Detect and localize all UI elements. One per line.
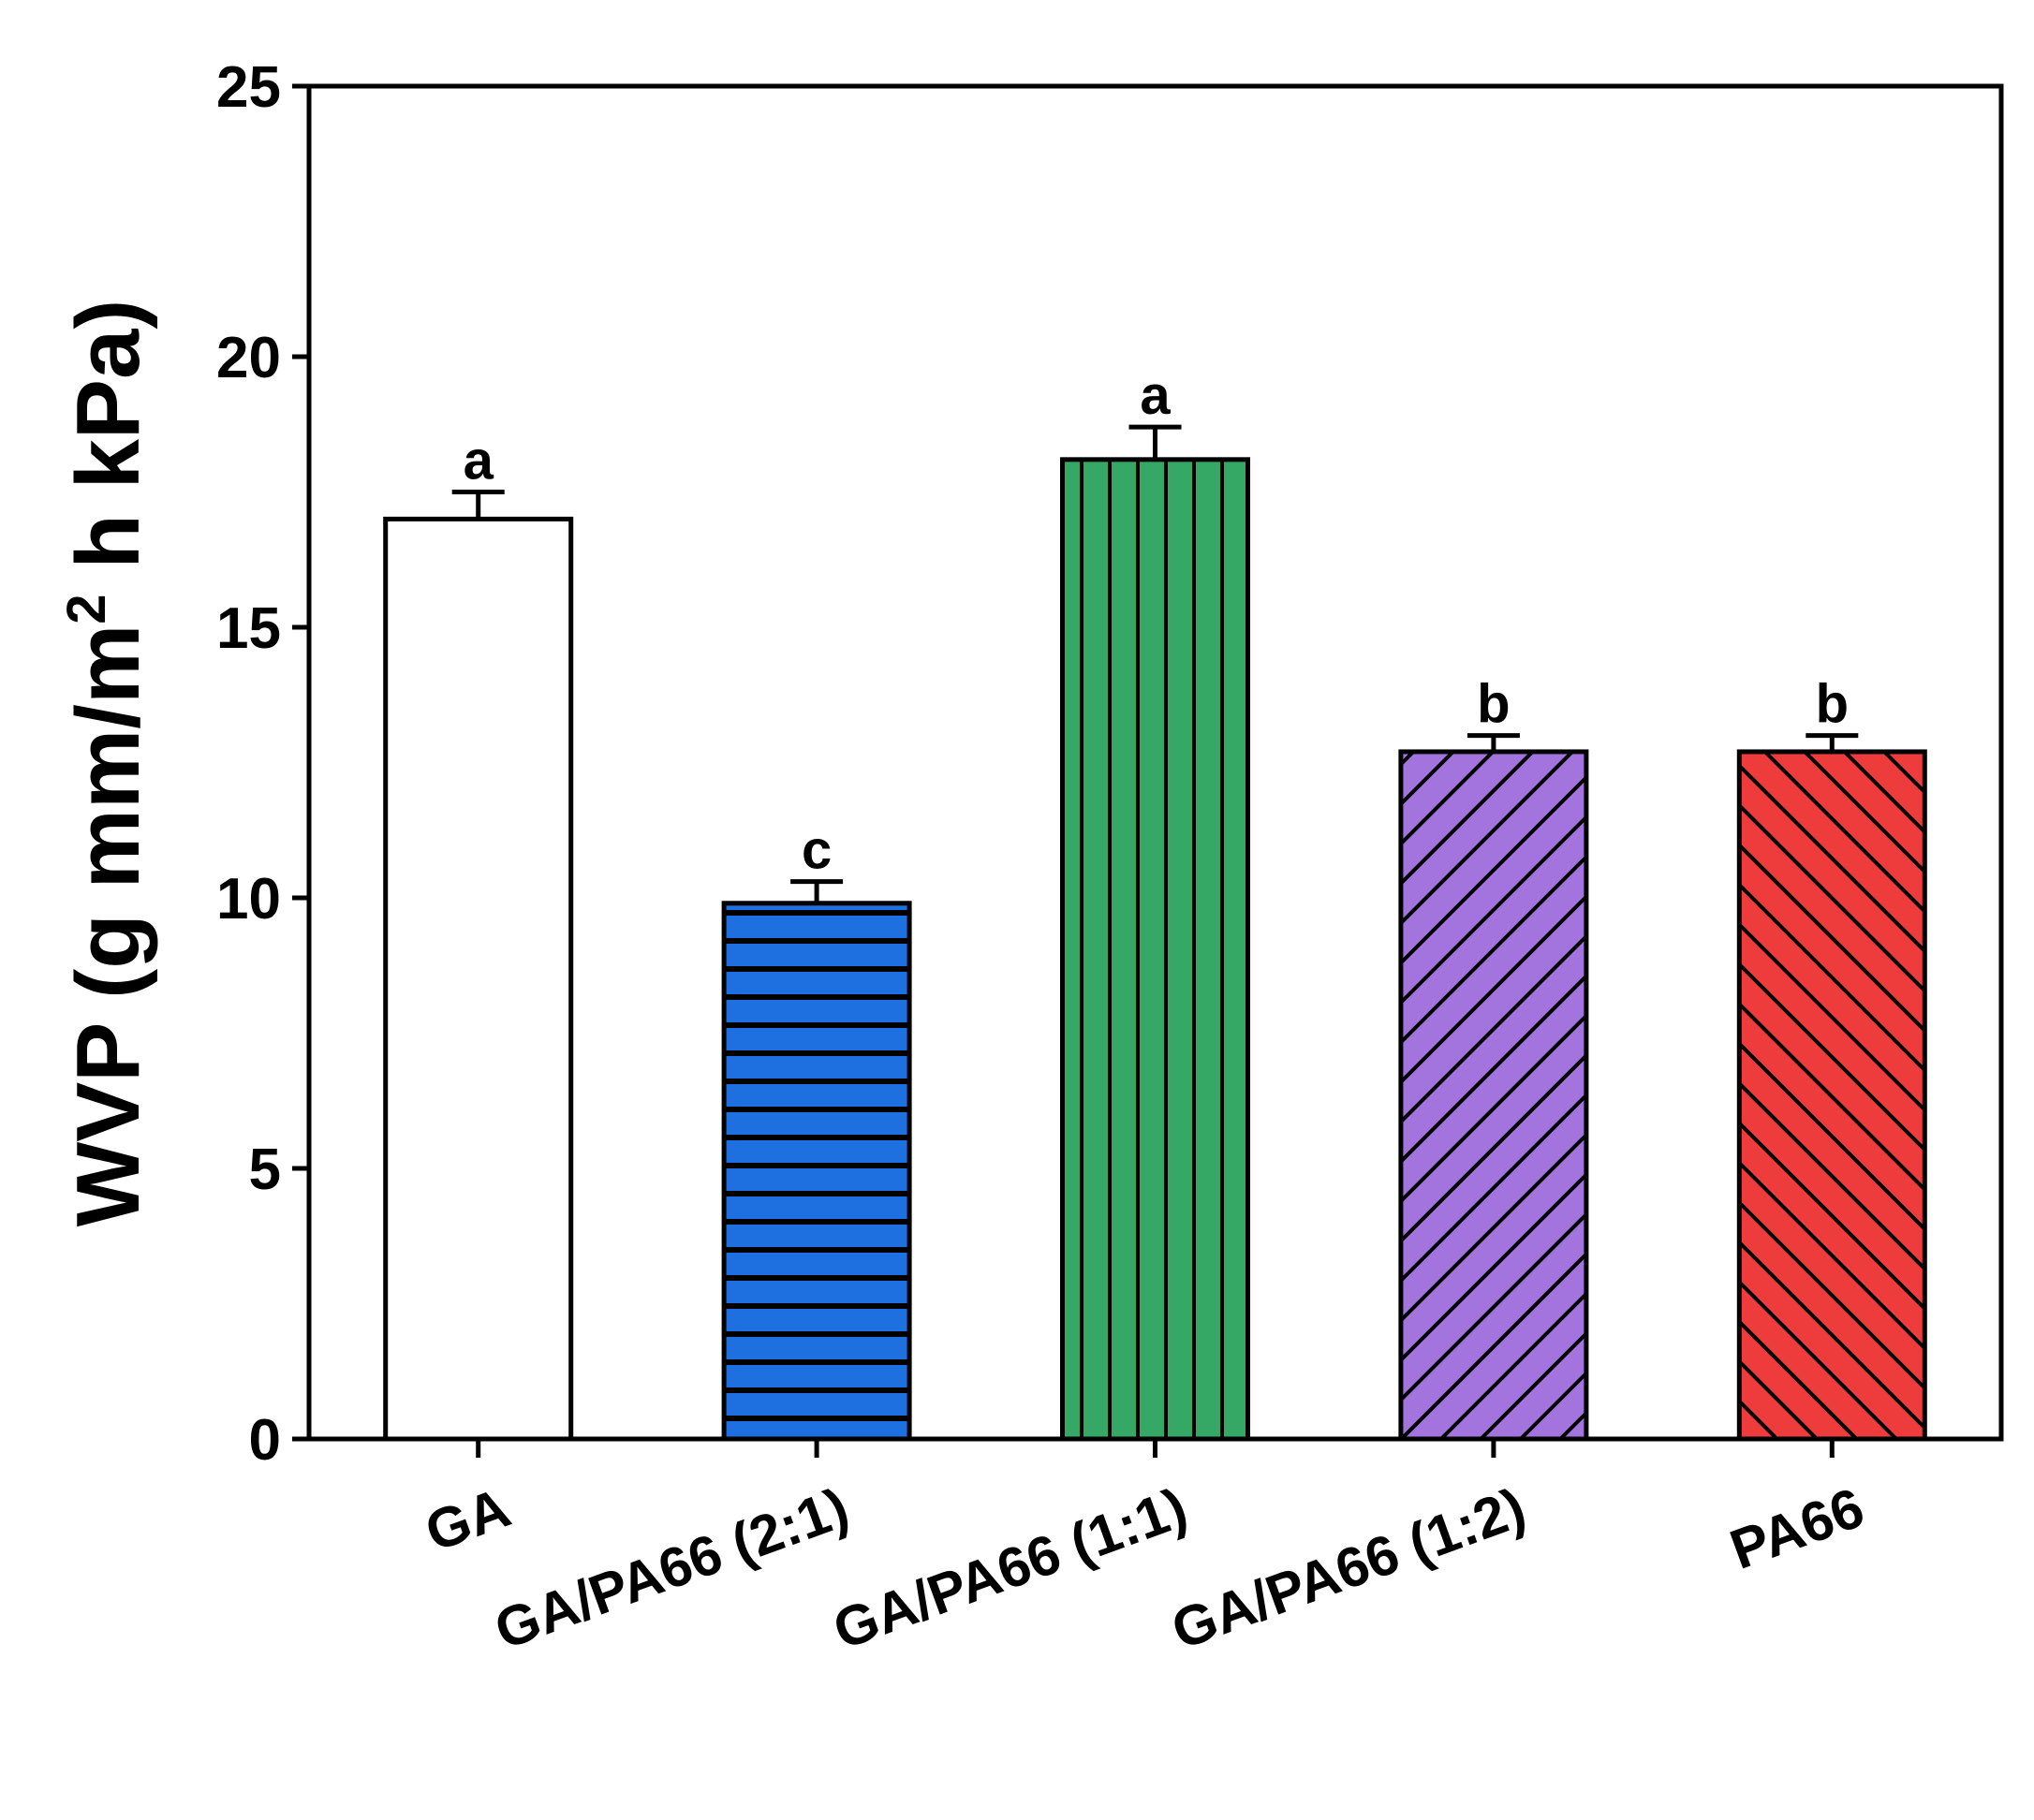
category-label: PA66 <box>1722 1475 1872 1581</box>
bar-pattern <box>1739 751 1925 1439</box>
y-tick-label: 0 <box>249 1408 281 1473</box>
bar-pattern <box>1400 751 1586 1439</box>
y-axis-title: WVP (g mm/m2 h kPa) <box>56 300 158 1227</box>
bar-pattern <box>724 903 910 1439</box>
category-label: GA/PA66 (1:2) <box>1164 1475 1534 1661</box>
significance-label: a <box>464 431 494 492</box>
significance-label: c <box>802 820 832 881</box>
y-tick-label: 20 <box>216 326 281 390</box>
y-axis: 0 5 10 15 20 25 <box>216 55 309 1473</box>
y-tick-label: 15 <box>216 596 281 661</box>
significance-label: a <box>1140 365 1171 426</box>
y-tick-label: 10 <box>216 867 281 932</box>
significance-label: b <box>1816 674 1849 735</box>
y-tick-label: 25 <box>216 55 281 120</box>
y-tick-label: 5 <box>249 1138 281 1202</box>
category-label: GA/PA66 (2:1) <box>487 1475 857 1661</box>
category-label: GA/PA66 (1:1) <box>825 1475 1195 1661</box>
category-label: GA <box>418 1475 518 1563</box>
bar-pattern <box>1062 459 1248 1439</box>
significance-label: b <box>1477 674 1510 735</box>
bar-fill <box>385 519 571 1439</box>
bars-group: a c a b b <box>383 365 1927 1442</box>
